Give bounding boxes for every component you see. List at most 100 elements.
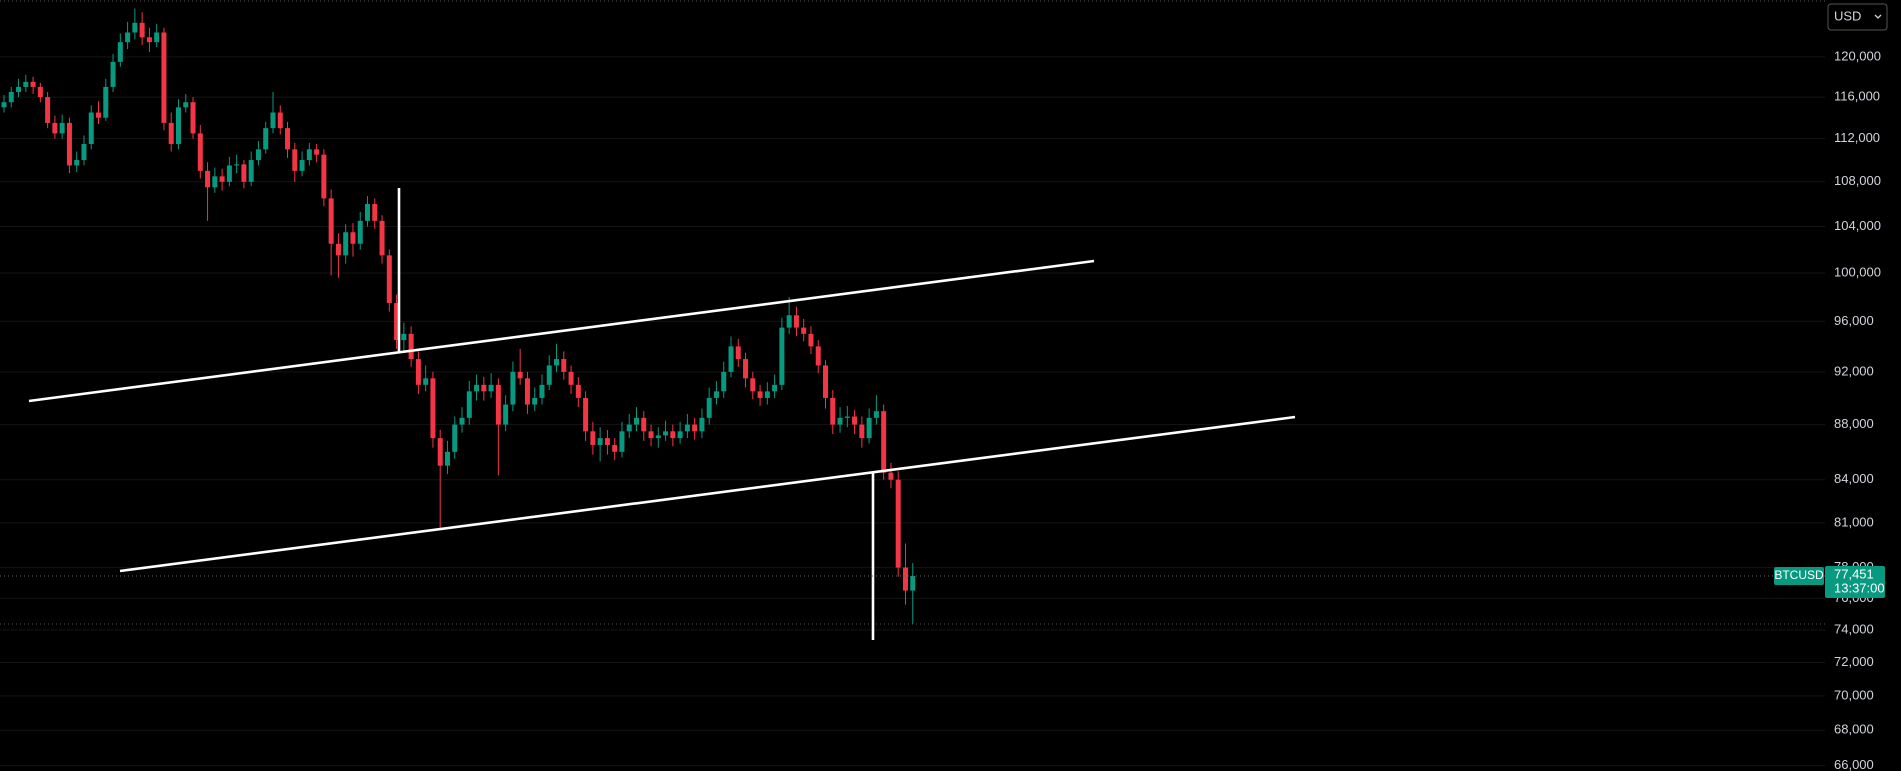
- candle-body: [546, 365, 552, 385]
- y-tick-label: 116,000: [1834, 89, 1880, 104]
- candle-body: [793, 315, 799, 328]
- candle-body: [844, 416, 850, 418]
- candle-body: [205, 170, 211, 188]
- candle-body: [670, 431, 676, 439]
- candle-body: [110, 61, 116, 87]
- candle-body: [713, 391, 719, 398]
- candle-body: [575, 384, 581, 398]
- candle-body: [554, 359, 560, 366]
- candle-body: [299, 160, 305, 171]
- candle-body: [270, 112, 276, 129]
- candle-body: [30, 81, 36, 87]
- candle-body: [423, 378, 429, 385]
- candle-body: [495, 384, 501, 425]
- dropdown-arrow: [1874, 14, 1882, 19]
- candle-body: [757, 391, 763, 398]
- countdown: 13:37:00: [1834, 580, 1885, 595]
- candle-body: [394, 303, 400, 341]
- candle-body: [125, 32, 131, 43]
- candle-body: [168, 122, 174, 144]
- candle-body: [444, 451, 450, 466]
- candle-body: [663, 431, 669, 436]
- y-tick-label: 120,000: [1834, 48, 1881, 63]
- y-tick-label: 88,000: [1834, 416, 1874, 431]
- candle-body: [66, 122, 72, 166]
- candle-body: [1, 102, 7, 108]
- candle-body: [837, 417, 843, 425]
- candle-body: [779, 327, 785, 385]
- candle-body: [772, 384, 778, 392]
- symbol-box: [1774, 566, 1824, 585]
- candle-body: [743, 359, 749, 379]
- candle-body: [117, 42, 123, 62]
- candle-body: [873, 411, 879, 418]
- candle-body: [517, 371, 523, 379]
- candle-body: [146, 37, 152, 43]
- candle-body: [314, 149, 320, 155]
- y-tick-label: 100,000: [1834, 264, 1881, 279]
- candle-body: [161, 32, 167, 123]
- candle-body: [415, 359, 421, 385]
- candle-body: [197, 133, 203, 171]
- candle-body: [474, 384, 480, 392]
- candle-body: [633, 417, 639, 425]
- candle-body: [212, 176, 218, 188]
- candle-body: [481, 384, 487, 392]
- candle-body: [619, 431, 625, 452]
- candle-body: [255, 149, 261, 161]
- y-tick-label: 68,000: [1834, 722, 1874, 737]
- candle-body: [248, 160, 254, 182]
- candle-body: [277, 112, 283, 129]
- candle-body: [583, 397, 589, 432]
- candle-body: [648, 431, 654, 439]
- grid: [0, 56, 1825, 767]
- candle-body: [895, 479, 901, 568]
- candle-body: [357, 220, 363, 244]
- candle-body: [692, 424, 698, 432]
- candle-body: [888, 472, 894, 480]
- candle-body: [343, 232, 349, 256]
- currency-button[interactable]: [1827, 3, 1888, 31]
- candle-body: [365, 203, 370, 221]
- candle-body: [292, 149, 298, 171]
- y-tick-label: 66,000: [1834, 757, 1874, 771]
- candle-body: [786, 315, 792, 328]
- price-box: [1825, 565, 1885, 598]
- candle-body: [139, 22, 145, 38]
- candle-body: [830, 397, 836, 425]
- candle-body: [466, 391, 472, 418]
- candle-body: [52, 122, 58, 134]
- candle-body: [386, 255, 392, 304]
- y-tick-label: 70,000: [1834, 687, 1874, 702]
- candle-body: [88, 112, 94, 144]
- candle-body: [190, 102, 196, 134]
- y-tick-label: 96,000: [1834, 313, 1874, 328]
- candle-body: [902, 567, 908, 591]
- y-tick-label: 92,000: [1834, 363, 1874, 378]
- candle-body: [561, 359, 567, 372]
- candle-body: [641, 417, 647, 432]
- candle-body: [379, 220, 385, 256]
- y-tick-label: 112,000: [1834, 130, 1880, 145]
- candle-body: [452, 424, 458, 452]
- candle-body: [801, 327, 807, 334]
- candle-body: [103, 86, 109, 118]
- currency-label: USD: [1834, 8, 1861, 23]
- candle-body: [321, 154, 327, 199]
- currency-select[interactable]: USD: [1827, 3, 1888, 31]
- candle-body: [154, 32, 160, 43]
- candle-body: [59, 122, 65, 134]
- candle-body: [16, 86, 22, 92]
- candle-body: [81, 143, 87, 161]
- candle-body: [437, 438, 443, 466]
- candle-body: [8, 91, 14, 103]
- candle-body: [234, 164, 240, 166]
- candle-body: [401, 333, 407, 341]
- candle-body: [604, 438, 610, 445]
- candle-body: [881, 411, 887, 473]
- candle-body: [699, 417, 705, 432]
- candle-body: [285, 128, 291, 150]
- drawings: [28, 188, 1296, 640]
